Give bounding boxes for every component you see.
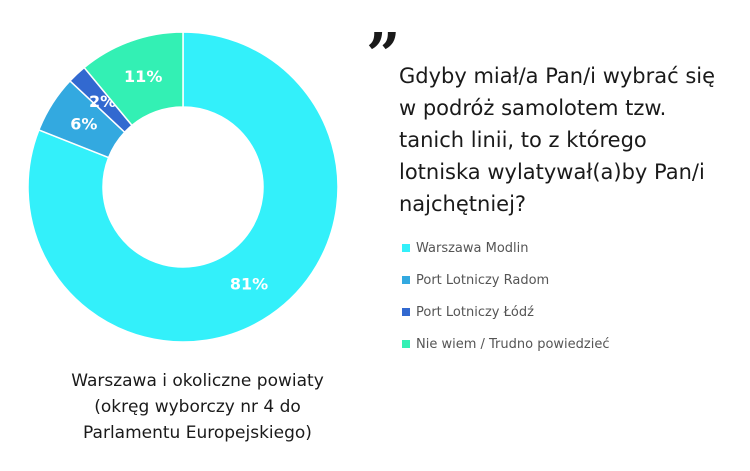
caption-line-1: Warszawa i okoliczne powiaty (71, 371, 324, 391)
caption-line-2: (okręg wyborczy nr 4 do (94, 397, 301, 417)
slice-data-label: 81% (230, 275, 268, 294)
donut-slice (83, 31, 184, 127)
legend-swatch (402, 244, 410, 252)
legend-swatch (402, 340, 410, 348)
legend-item: Warszawa Modlin (402, 232, 610, 264)
legend-swatch (402, 276, 410, 284)
legend-item: Port Lotniczy Radom (402, 264, 610, 296)
slice-data-label: 6% (70, 115, 97, 134)
chart-caption: Warszawa i okoliczne powiaty (okręg wybo… (20, 368, 375, 446)
question-line-3: tanich linii, to z którego (399, 128, 647, 152)
legend-item: Nie wiem / Trudno powiedzieć (402, 328, 610, 360)
question-line-5: najchętniej? (399, 192, 527, 216)
legend-item: Port Lotniczy Łódź (402, 296, 610, 328)
caption-line-3: Parlamentu Europejskiego) (83, 423, 312, 443)
question-line-1: Gdyby miał/a Pan/i wybrać się (399, 64, 716, 88)
legend-label: Port Lotniczy Radom (416, 272, 550, 288)
survey-question: Gdyby miał/a Pan/i wybrać się w podróż s… (399, 60, 744, 220)
legend-swatch (402, 308, 410, 316)
question-line-2: w podróż samolotem tzw. (399, 96, 667, 120)
legend-label: Nie wiem / Trudno powiedzieć (416, 336, 610, 352)
slice-data-label: 11% (124, 67, 162, 86)
legend-label: Port Lotniczy Łódź (416, 304, 534, 320)
legend-label: Warszawa Modlin (416, 240, 529, 256)
chart-legend: Warszawa Modlin Port Lotniczy Radom Port… (402, 232, 610, 360)
quote-mark-icon: ” (366, 21, 401, 91)
donut-slice (27, 31, 339, 343)
donut-chart: 81%6%2%11% (27, 31, 339, 343)
question-line-4: lotniska wylatywał(a)by Pan/i (399, 160, 705, 184)
